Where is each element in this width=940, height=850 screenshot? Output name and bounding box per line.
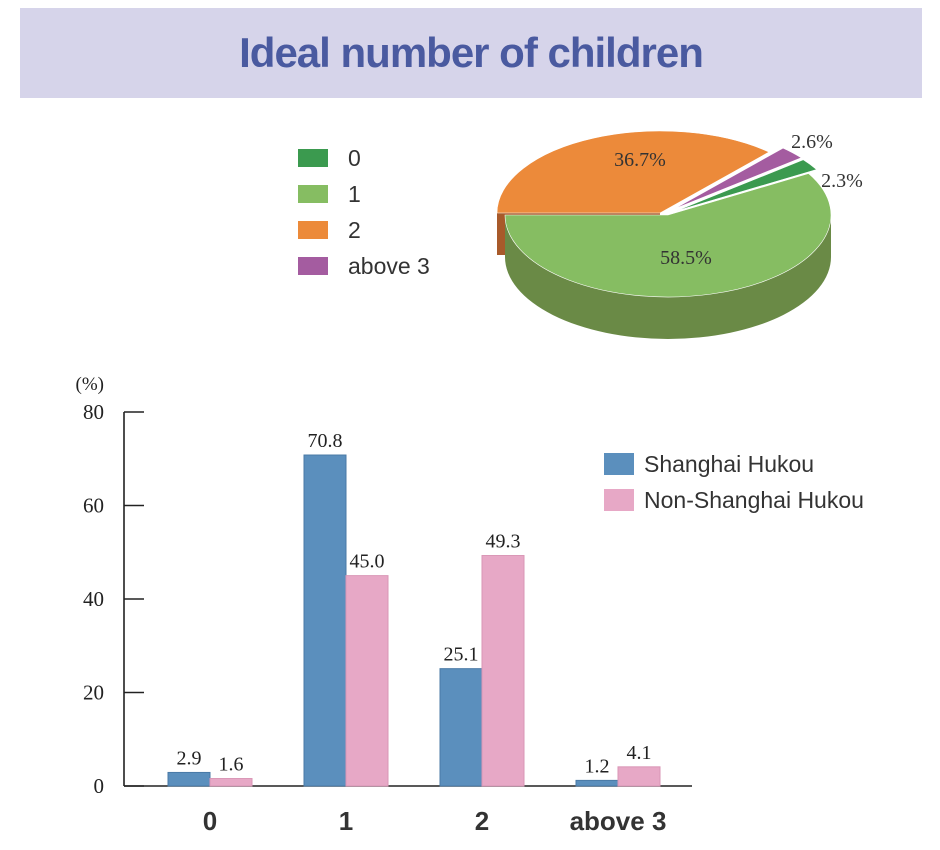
pie-legend-swatch-3 [298,257,328,275]
pie-legend-item-1: 1 [298,176,430,212]
pie-legend-label-3: above 3 [348,252,430,279]
pie-legend-item-0: 0 [298,140,430,176]
pie-label-1: 58.5% [660,247,712,269]
pie-legend-label-0: 0 [348,144,361,171]
x-tick-label-2: 2 [475,806,489,836]
bar-value-label-1-0: 1.6 [219,754,244,776]
pie-legend-item-2: 2 [298,212,430,248]
bar-legend-label-shanghai: Shanghai Hukou [644,450,815,477]
pie-legend-label-2: 2 [348,216,361,243]
y-tick-label-40: 40 [83,587,104,611]
bar-shanghai-3 [575,779,619,787]
y-axis-unit-label: (%) [76,374,104,395]
pie-slice-2 [496,130,770,214]
bar-non-shanghai-0 [209,778,253,787]
bar-legend-label-non-shanghai: Non-Shanghai Hukou [644,486,864,513]
bar-value-label-0-0: 2.9 [177,747,202,769]
pie-label-0: 2.3% [821,170,863,192]
bar-value-label-0-3: 1.2 [585,755,610,777]
x-tick-label-0: 0 [203,806,217,836]
bar-legend-item-non-shanghai: Non-Shanghai Hukou [604,482,864,518]
bar-value-label-0-1: 70.8 [308,430,343,452]
bar-non-shanghai-2 [481,555,525,787]
bar-shanghai-2 [439,668,483,787]
bar-legend: Shanghai Hukou Non-Shanghai Hukou [604,446,864,518]
pie-legend-item-3: above 3 [298,248,430,284]
y-tick-label-20: 20 [83,681,104,705]
chart-title: Ideal number of children [239,29,704,76]
pie-label-2: 36.7% [614,149,666,171]
pie-legend-swatch-2 [298,221,328,239]
pie-label-3: 2.6% [791,131,833,153]
pie-slice-3 [673,147,802,210]
y-tick-label-80: 80 [83,400,104,424]
bar-value-label-0-2: 25.1 [444,644,479,666]
bar-legend-swatch-shanghai [604,453,634,475]
pie-slice-0 [675,159,818,212]
pie-legend-swatch-1 [298,185,328,203]
pie-legend-label-1: 1 [348,180,361,207]
bar-value-label-1-2: 49.3 [486,531,521,553]
x-tick-label-3: above 3 [570,806,667,836]
bar-legend-item-shanghai: Shanghai Hukou [604,446,864,482]
pie-legend-swatch-0 [298,149,328,167]
x-tick-label-1: 1 [339,806,353,836]
bar-non-shanghai-1 [345,575,389,787]
y-tick-label-0: 0 [94,774,105,798]
pie-side-1-0 [505,215,831,339]
y-tick-label-60: 60 [83,494,104,518]
bar-value-label-1-3: 4.1 [627,742,652,764]
bar-legend-swatch-non-shanghai [604,489,634,511]
bar-shanghai-0 [167,771,211,787]
bar-non-shanghai-3 [617,766,661,787]
pie-legend: 0 1 2 above 3 [298,140,430,284]
title-banner: Ideal number of children [20,8,922,98]
bar-shanghai-1 [303,454,347,787]
bar-value-label-1-1: 45.0 [350,551,385,573]
pie-slice-1 [504,173,832,298]
